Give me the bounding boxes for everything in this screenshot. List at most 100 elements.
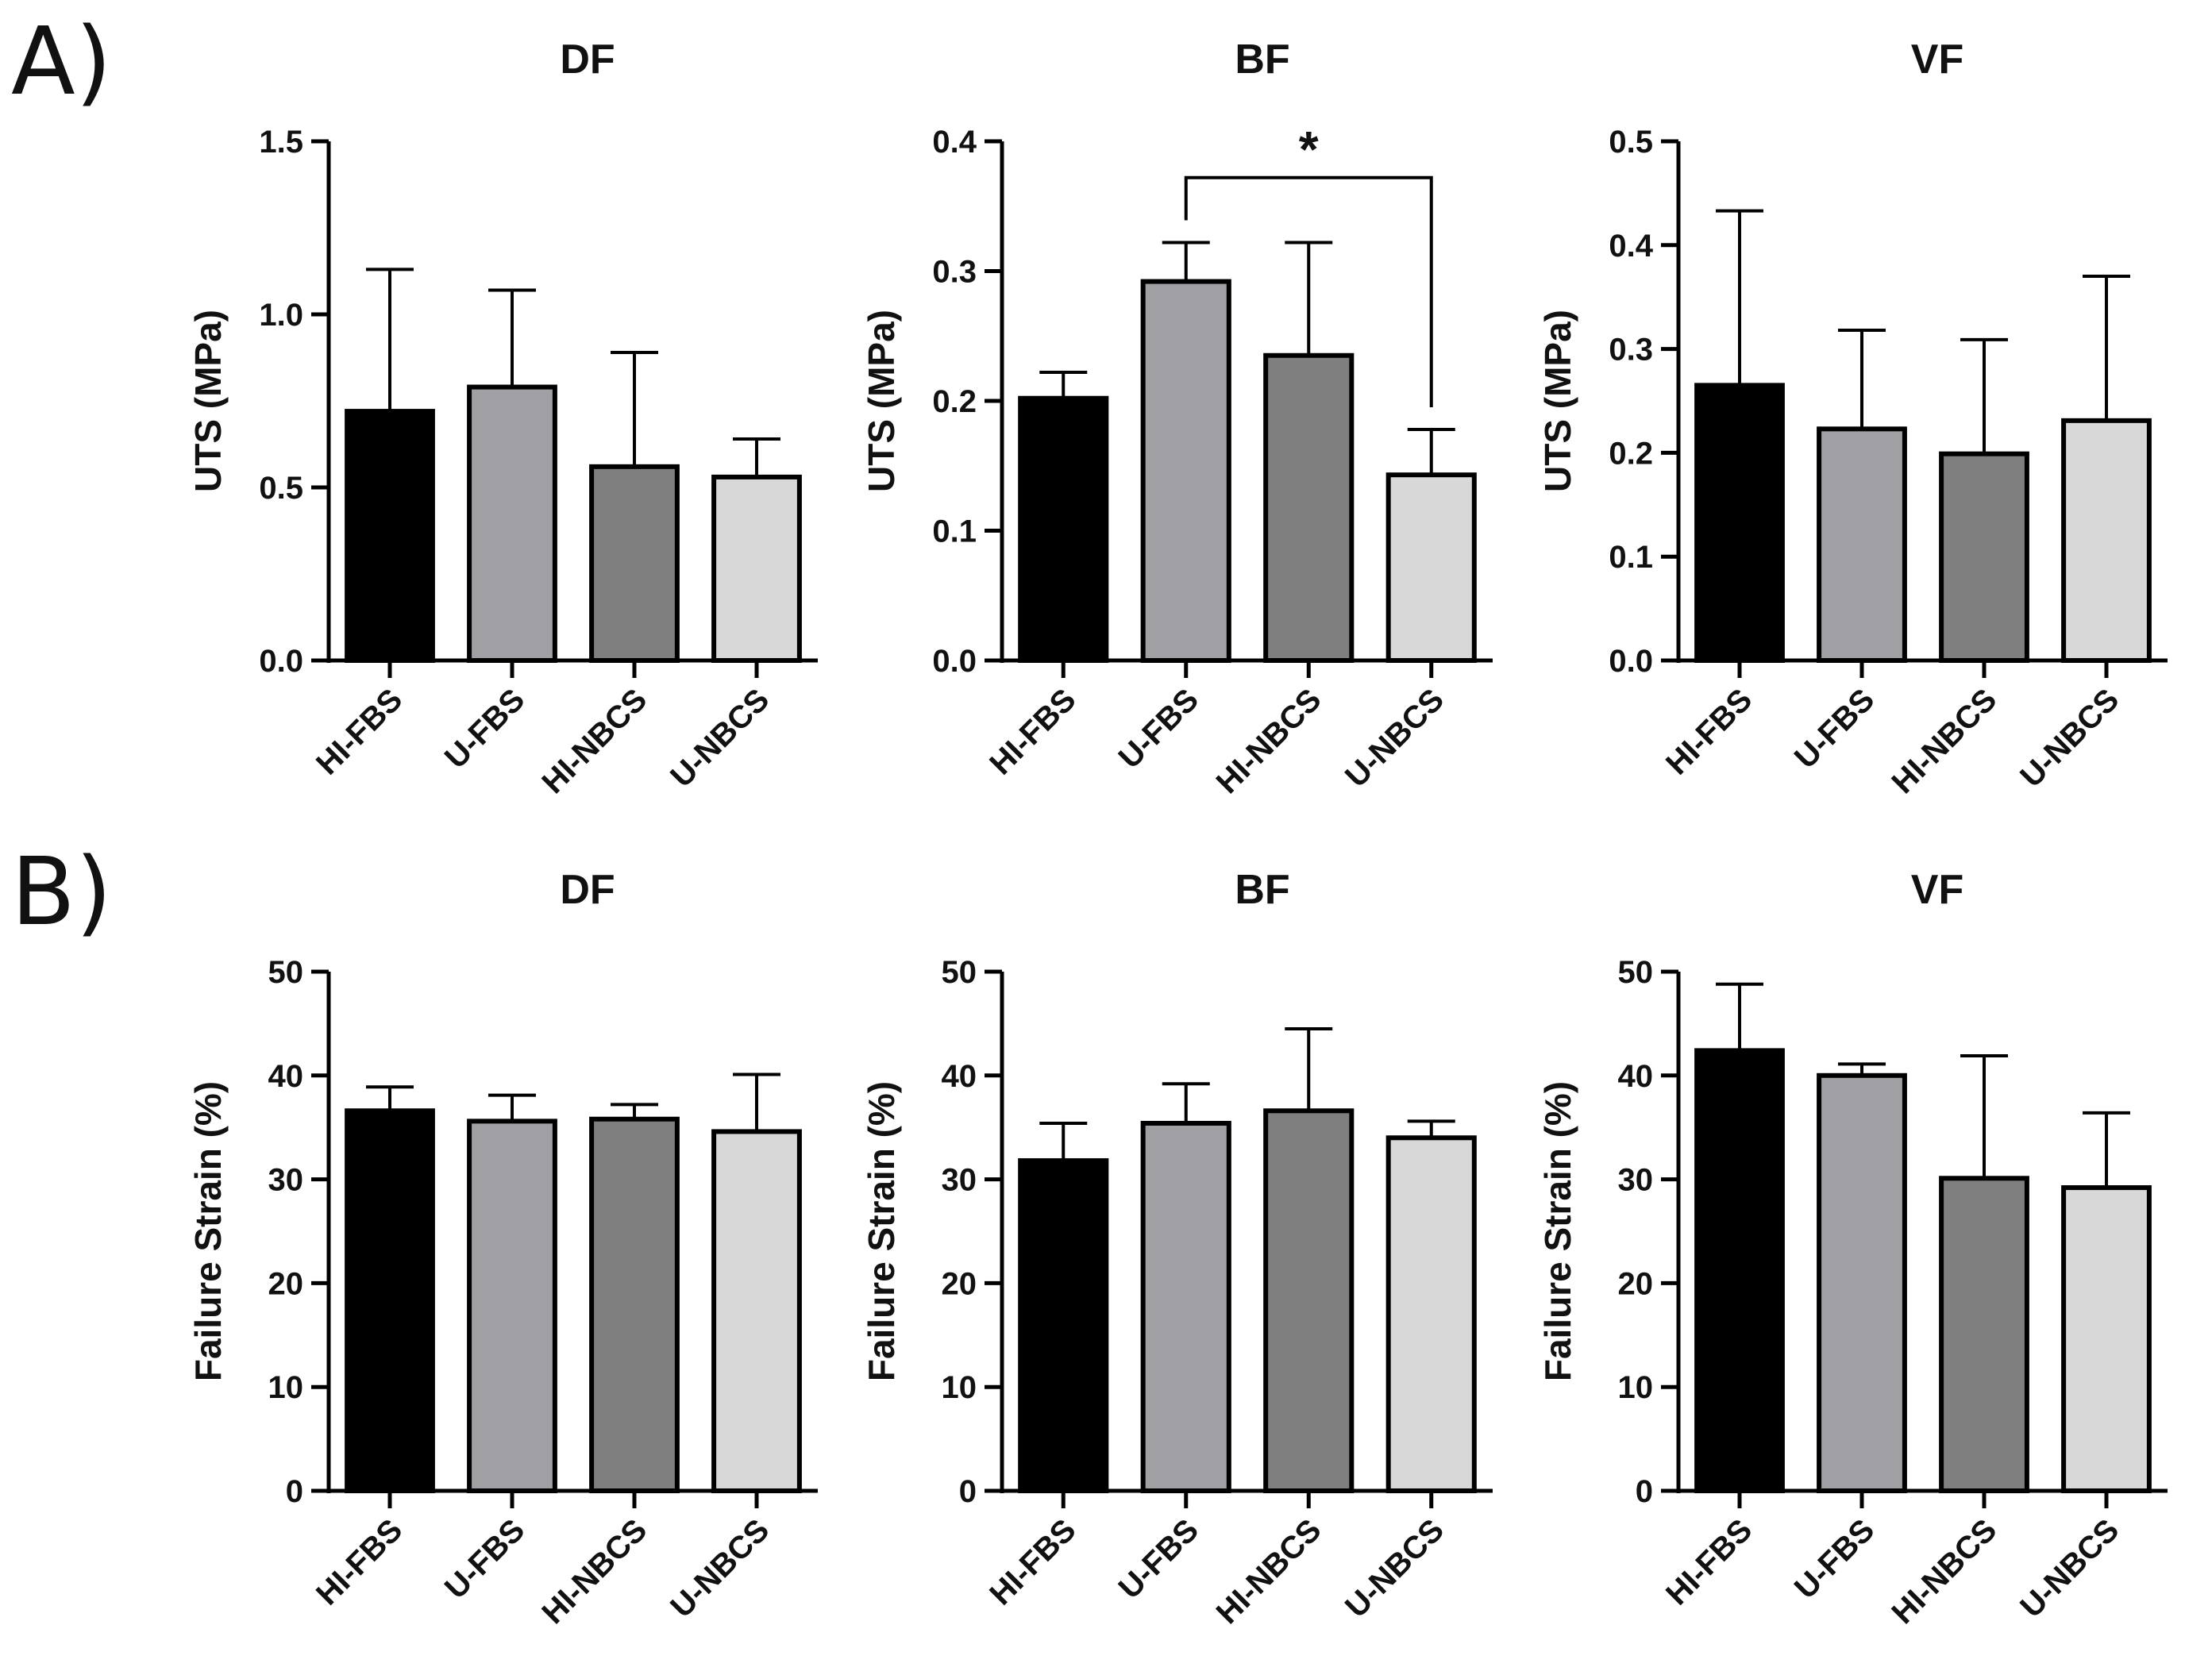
x-tick-label: U-FBS [1788,682,1882,776]
bar-u-fbs [467,1119,557,1494]
y-tick-label: 20 [268,1266,304,1301]
chart-1: DF UTS (MPa) 0.0 0.5 1.0 1.5 HI-FBS U-FBS HI-NBC… [187,37,818,800]
bar-u-nbcs [711,474,802,663]
significance-star: * [1299,121,1319,178]
y-tick-label: 1.5 [259,125,303,160]
y-tick-label: 0.2 [1609,436,1653,471]
bar-u-fbs [1817,1072,1907,1494]
y-tick-label: 0.2 [932,384,977,419]
panel-label-a: A) [11,6,112,116]
bar-hi-nbcs [589,1116,680,1493]
y-tick-label: 0.1 [932,514,977,549]
bar-hi-nbcs [589,464,680,664]
chart-6: VF Failure Strain (%) 0 10 20 30 40 50 HI-FBS U-F… [1537,867,2168,1631]
y-tick-label: 0 [1636,1474,1653,1509]
y-tick-label: 0.0 [932,644,977,679]
y-tick-label: 40 [1618,1059,1654,1094]
x-tick-label: U-NBCS [1339,682,1451,794]
bar-u-fbs [1140,1120,1231,1494]
y-tick-label: 40 [268,1059,304,1094]
x-tick-label: HI-NBCS [535,1512,653,1631]
chart-title: VF [1911,867,1963,913]
y-axis-label: UTS (MPa) [1537,310,1578,492]
bar-u-nbcs [1385,472,1477,663]
x-tick-label: HI-FBS [983,682,1082,781]
y-tick-label: 0.3 [932,255,977,290]
chart-4: DF Failure Strain (%) 0 10 20 30 40 50 HI-FBS U-F… [187,867,818,1631]
y-tick-label: 50 [942,955,977,990]
bar-hi-nbcs [1939,451,2029,663]
y-tick-label: 50 [268,955,304,990]
y-tick-label: 20 [1618,1266,1654,1301]
y-tick-label: 0.1 [1609,540,1653,575]
x-tick-label: HI-FBS [1659,682,1759,781]
y-tick-label: 0.4 [1609,229,1653,264]
x-tick-label: HI-NBCS [1885,682,2003,800]
bar-u-fbs [467,384,557,663]
bar-u-nbcs [2061,418,2152,663]
panel-label-b: B) [11,837,112,946]
y-axis-label: Failure Strain (%) [861,1081,902,1381]
x-tick-label: HI-NBCS [1210,682,1328,800]
x-tick-label: HI-FBS [310,1512,409,1611]
chart-title: BF [1235,37,1289,83]
y-tick-label: 20 [942,1266,977,1301]
x-tick-label: HI-FBS [310,682,409,781]
x-tick-label: U-NBCS [2014,1512,2125,1624]
x-tick-label: HI-NBCS [535,682,653,800]
y-tick-label: 30 [268,1163,304,1198]
chart-3: VF UTS (MPa) 0.0 0.1 0.2 0.3 0.4 0.5 HI-FBS U-FBS… [1537,37,2168,800]
chart-title: DF [560,867,615,913]
chart-title: VF [1911,37,1963,83]
x-tick-label: HI-NBCS [1210,1512,1328,1631]
y-tick-label: 0.5 [259,471,303,506]
y-tick-label: 50 [1618,955,1654,990]
chart-title: BF [1235,867,1289,913]
y-tick-label: 0 [959,1474,977,1509]
y-axis-label: UTS (MPa) [187,310,229,492]
y-tick-label: 0.3 [1609,333,1653,368]
x-tick-label: U-FBS [1788,1512,1882,1606]
y-axis-label: Failure Strain (%) [1537,1081,1578,1381]
x-tick-label: U-FBS [438,1512,532,1606]
y-tick-label: 0.5 [1609,125,1653,160]
bar-hi-nbcs [1263,352,1355,663]
y-tick-label: 0 [286,1474,303,1509]
y-tick-label: 10 [1618,1370,1654,1405]
chart-5: BF Failure Strain (%) 0 10 20 30 40 50 HI-FBS U-F… [861,867,1493,1631]
x-tick-label: U-NBCS [1339,1512,1451,1624]
y-tick-label: 0.4 [932,125,977,160]
bar-hi-nbcs [1263,1108,1355,1493]
chart-2: BF UTS (MPa) 0.0 0.1 0.2 0.3 0.4 HI-FBS U-FBS HI-… [861,37,1493,800]
y-axis-label: Failure Strain (%) [187,1081,229,1381]
chart-title: DF [560,37,615,83]
significance-bracket [1184,175,1433,407]
bar-hi-fbs [345,409,435,664]
x-tick-label: HI-NBCS [1885,1512,2003,1631]
x-tick-label: HI-FBS [1659,1512,1759,1611]
x-tick-label: U-FBS [1112,682,1206,776]
x-tick-label: HI-FBS [983,1512,1082,1611]
y-tick-label: 0.0 [259,644,303,679]
y-tick-label: 30 [942,1163,977,1198]
bar-u-nbcs [711,1129,802,1493]
x-tick-label: U-NBCS [664,682,776,794]
bar-hi-fbs [1018,1158,1109,1494]
bar-hi-fbs [1018,395,1109,663]
bar-hi-fbs [345,1108,435,1493]
y-tick-label: 40 [942,1059,977,1094]
bar-u-fbs [1817,426,1907,663]
x-tick-label: U-FBS [1112,1512,1206,1606]
x-tick-label: U-FBS [438,682,532,776]
bar-hi-nbcs [1939,1176,2029,1493]
x-tick-label: U-NBCS [2014,682,2125,794]
bar-u-fbs [1140,279,1231,663]
y-tick-label: 0.0 [1609,644,1653,679]
x-tick-label: U-NBCS [664,1512,776,1624]
bar-u-nbcs [1385,1135,1477,1494]
bar-u-nbcs [2061,1185,2152,1493]
y-tick-label: 10 [942,1370,977,1405]
y-tick-label: 1.0 [259,298,303,333]
